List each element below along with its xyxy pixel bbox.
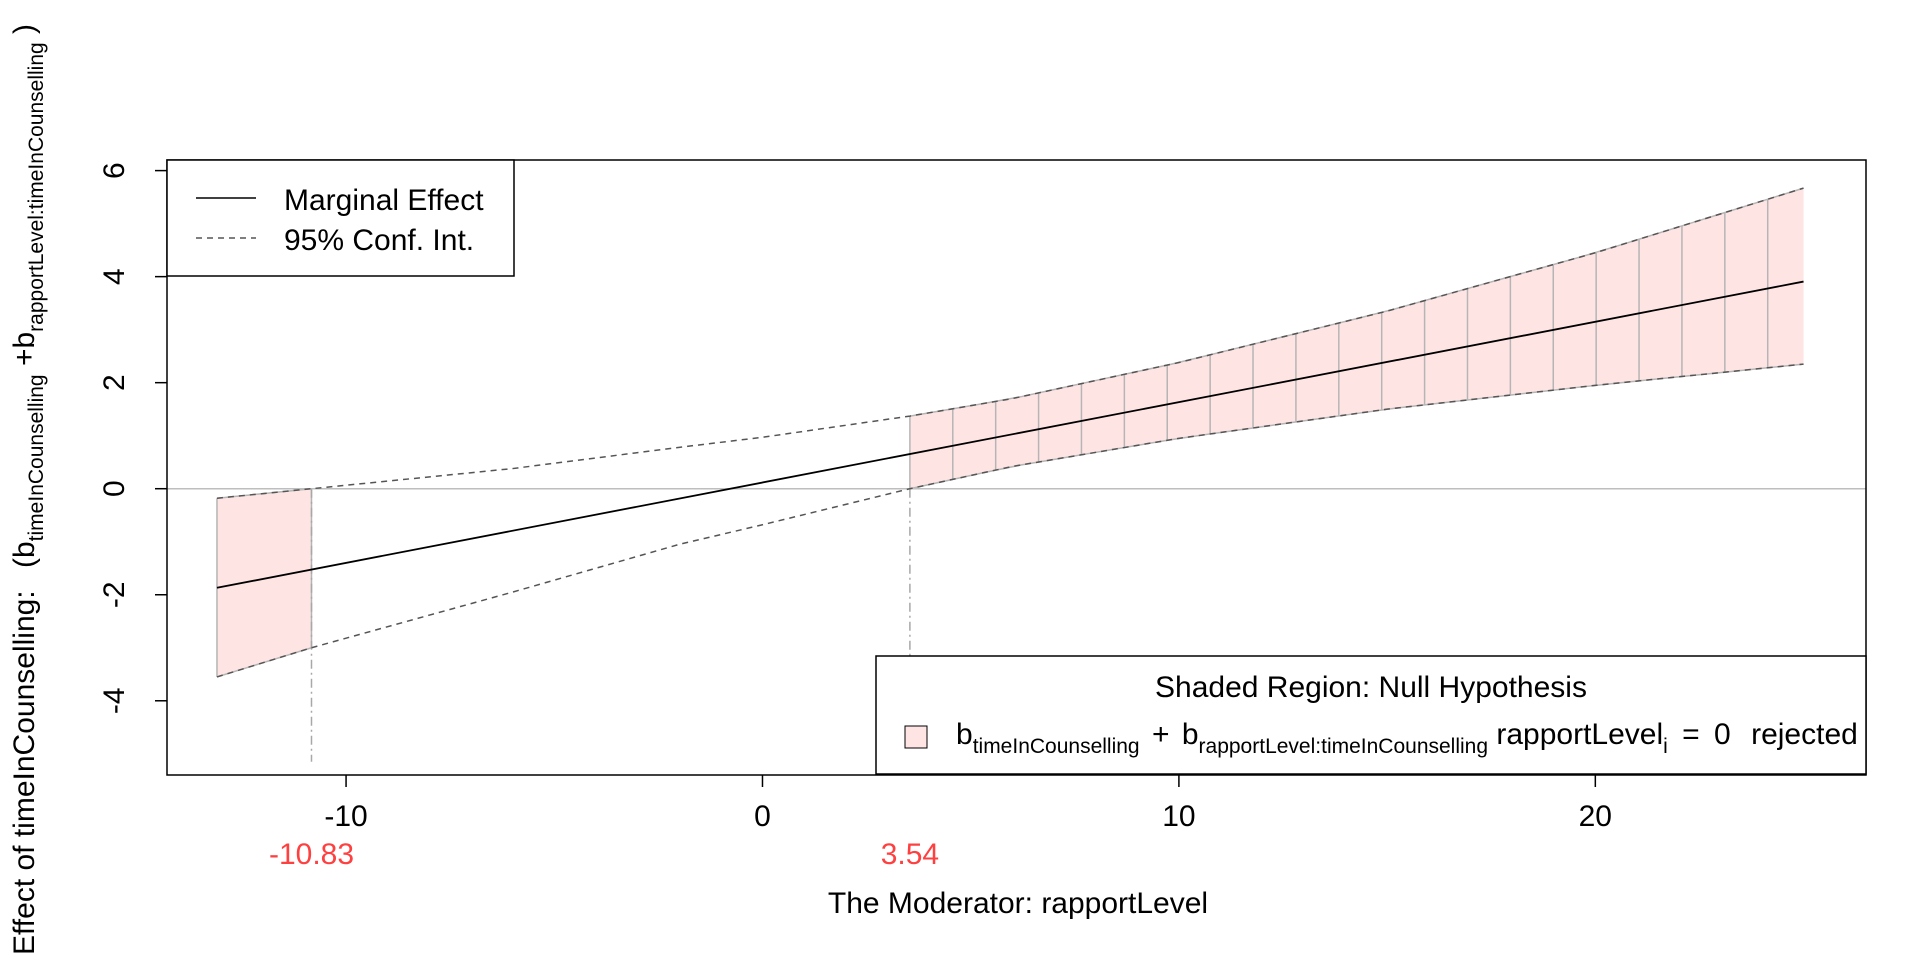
ci-upper-line [216, 187, 1804, 499]
x-tick-label: -10 [324, 800, 367, 833]
y-tick-label: 2 [98, 374, 131, 391]
significance-bound-label-1: -10.83 [269, 838, 354, 871]
y-axis-label-text: Effect of timeInCounselling: [8, 590, 41, 955]
x-tick-label: 20 [1579, 800, 1612, 833]
y-axis-label: Effect of timeInCounselling: (btimeInCou… [8, 24, 50, 955]
significance-bound-labels: -10.83 3.54 [269, 838, 939, 871]
x-tick-label: 10 [1162, 800, 1195, 833]
shaded-region-1 [216, 488, 312, 677]
y-axis: -4 -2 0 2 4 6 [98, 162, 167, 714]
legend-label-marginal-effect: Marginal Effect [284, 184, 484, 217]
legend-line-types: Marginal Effect 95% Conf. Int. [166, 159, 515, 277]
plot-frame [166, 159, 1867, 776]
legend-region-formula: btimeInCounselling + brapportLevel:timeI… [956, 718, 1858, 760]
ci-lower-line [216, 363, 1804, 678]
legend-region-title: Shaded Region: Null Hypothesis [1155, 671, 1587, 704]
y-tick-label: 6 [98, 162, 131, 179]
y-tick-label: 4 [98, 268, 131, 285]
significance-bound-label-2: 3.54 [881, 838, 939, 871]
x-axis-label: The Moderator: rapportLevel [828, 887, 1208, 920]
x-tick-label: 0 [754, 800, 771, 833]
x-axis: -10 0 10 20 [324, 775, 1612, 833]
svg-text:Effect of timeInCounselling:: Effect of timeInCounselling: (btimeInCou… [8, 24, 50, 955]
y-axis-label-b1-sub: timeInCounselling [25, 374, 48, 541]
shaded-region-2 [909, 188, 1804, 489]
marginal-effect-line [216, 280, 1804, 589]
significance-bound-lines [310, 488, 911, 762]
y-tick-label: -4 [98, 687, 131, 714]
legend-label-conf-int: 95% Conf. Int. [284, 224, 474, 257]
y-tick-label: -2 [98, 581, 131, 608]
y-axis-label-b2-sub: rapportLevel:timeInCounselling [25, 42, 48, 332]
legend-shade-swatch [904, 725, 928, 749]
y-tick-label: 0 [98, 480, 131, 497]
legend-shaded-region: Shaded Region: Null Hypothesis btimeInCo… [875, 655, 1867, 775]
